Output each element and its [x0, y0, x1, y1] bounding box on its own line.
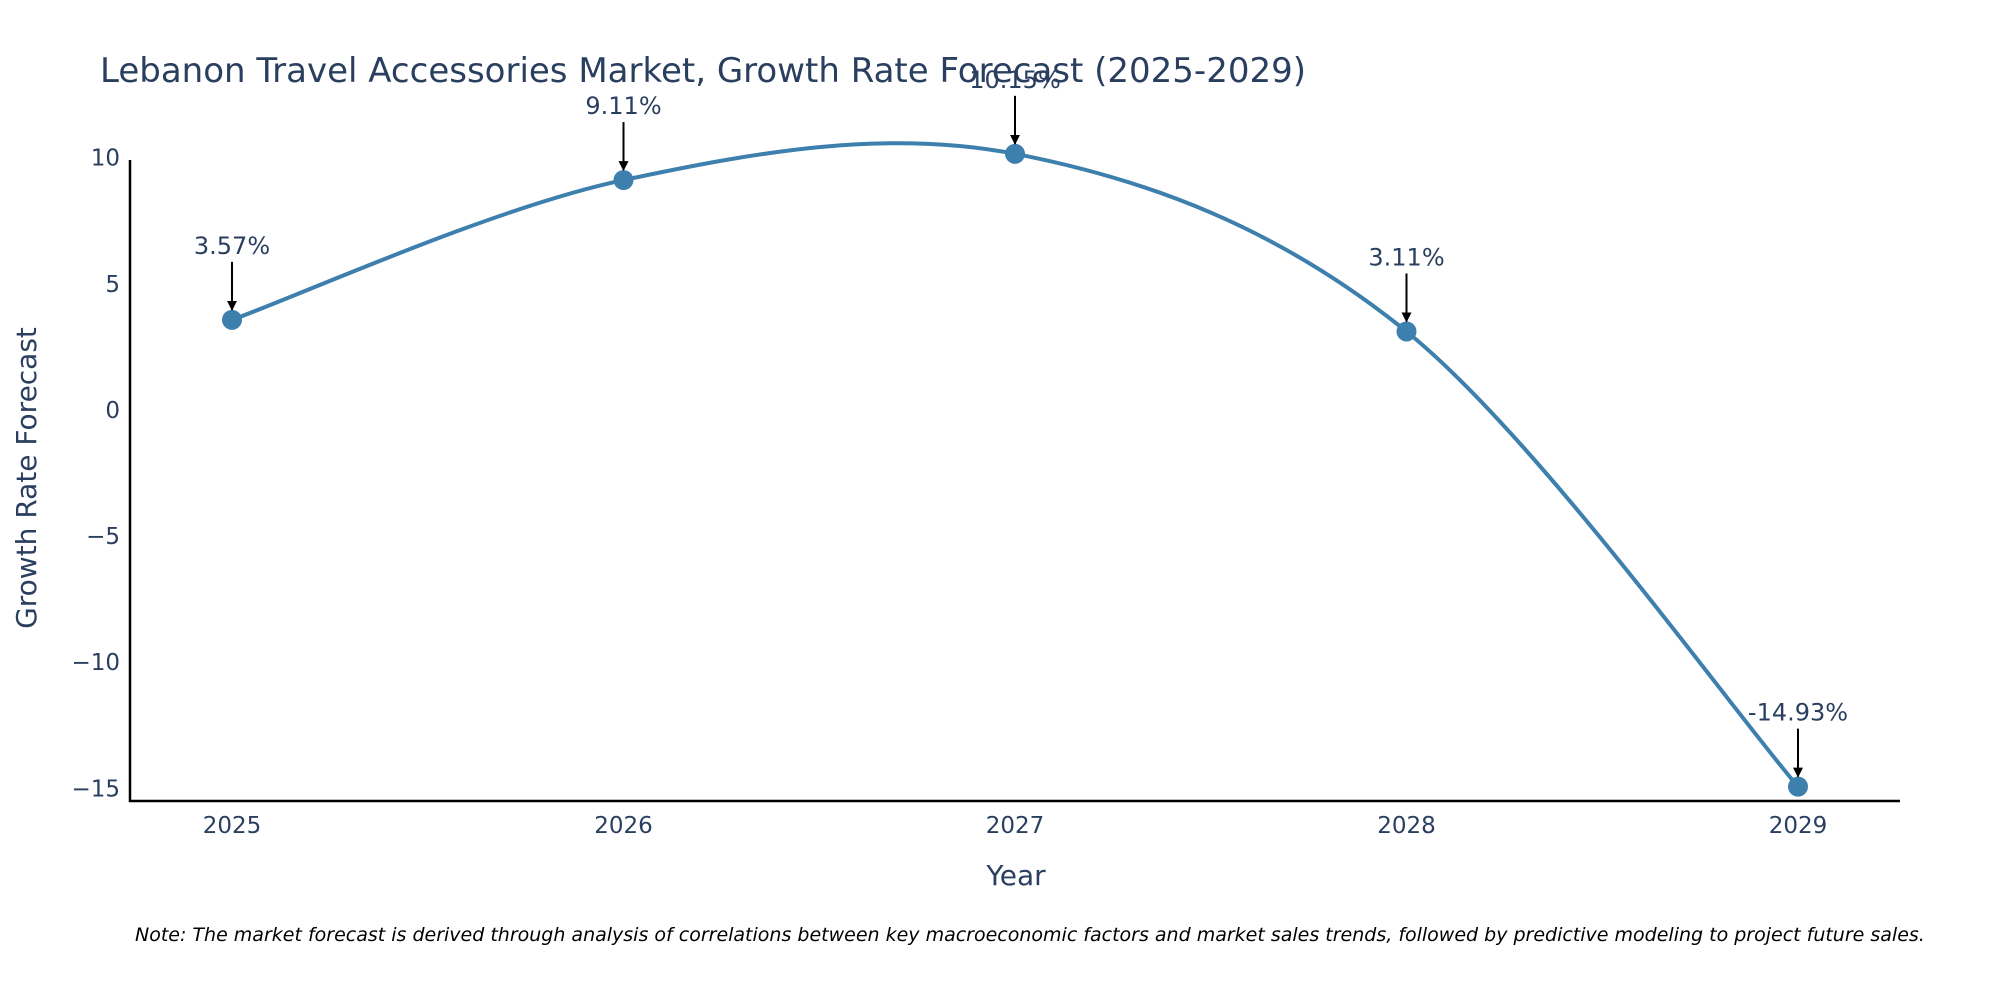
x-tick-label-2025: 2025: [203, 813, 262, 839]
data-points: [222, 143, 1808, 797]
chart-note: Note: The market forecast is derived thr…: [135, 924, 1925, 946]
data-label-2029: -14.93%: [1748, 699, 1848, 727]
y-axis-ticks: 10 5 0 −5 −10 −15: [71, 146, 120, 803]
y-axis-title: Growth Rate Forecast: [10, 327, 43, 629]
data-point-2025: [222, 309, 242, 330]
data-label-2025: 3.57%: [194, 232, 270, 260]
data-point-2029: [1788, 776, 1808, 797]
y-tick-label: 5: [105, 272, 120, 298]
x-tick-label-2028: 2028: [1377, 813, 1436, 839]
y-tick-label: −5: [86, 524, 120, 550]
data-point-2027: [1005, 143, 1025, 164]
data-point-2026: [613, 170, 634, 191]
x-tick-label-2027: 2027: [986, 813, 1045, 839]
data-label-2028: 3.11%: [1368, 243, 1444, 271]
chart-title: Lebanon Travel Accessories Market, Growt…: [100, 51, 1306, 91]
x-tick-label-2029: 2029: [1769, 813, 1828, 839]
y-tick-label: −10: [71, 650, 120, 676]
y-tick-label: 0: [105, 398, 120, 424]
data-label-2026: 9.11%: [585, 92, 661, 120]
data-labels: 3.57% 9.11% 10.15% 3.11% -14.93%: [194, 66, 1848, 778]
y-tick-label: −15: [71, 776, 120, 802]
data-point-2028: [1396, 321, 1417, 342]
x-axis-title: Year: [985, 859, 1046, 892]
x-tick-label-2026: 2026: [594, 813, 653, 839]
data-label-2027: 10.15%: [969, 66, 1061, 94]
y-tick-label: 10: [91, 146, 120, 172]
growth-rate-line: [231, 141, 1800, 788]
x-axis-ticks: 2025 2026 2027 2028 2029: [203, 813, 1828, 839]
